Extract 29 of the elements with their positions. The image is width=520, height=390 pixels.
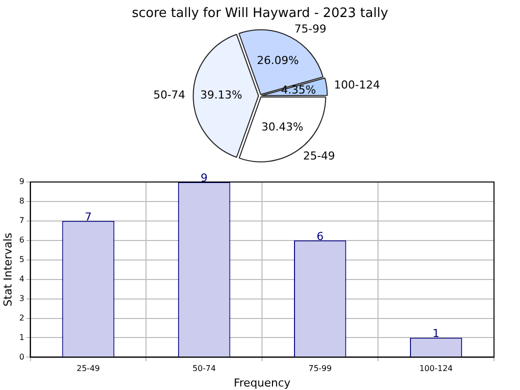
data-label: 6 (316, 230, 324, 243)
y-tick-label: 4 (19, 274, 24, 284)
slice-label: 100-124 (334, 78, 380, 92)
data-label: 1 (432, 327, 440, 340)
y-tick-label: 5 (19, 254, 24, 264)
y-tick-label: 2 (19, 313, 24, 322)
x-tick-label: 75-99 (308, 364, 332, 374)
x-axis-title: Frequency (234, 376, 292, 390)
y-tick-label: 0 (19, 352, 24, 362)
data-label: 7 (84, 210, 92, 224)
x-tick-label: 100-124 (419, 364, 453, 374)
x-tick-label: 25-49 (76, 364, 100, 374)
data-label: 30.43% (261, 120, 304, 134)
y-tick-label: 7 (19, 216, 24, 226)
y-tick-label: 3 (19, 294, 24, 303)
x-tick-label: 50-74 (192, 364, 216, 374)
y-tick-label: 6 (19, 235, 24, 244)
y-tick-label: 9 (19, 177, 24, 186)
data-label: 26.09% (256, 54, 299, 68)
slice-label: 25-49 (303, 150, 336, 163)
data-label: 9 (200, 171, 208, 184)
data-label: 4.35% (280, 83, 316, 96)
chart-title: score tally for Will Hayward - 2023 tally (132, 6, 388, 22)
y-tick-label: 1 (19, 332, 24, 342)
slice-label: 50-74 (153, 88, 186, 102)
slice-label: 75-99 (294, 22, 326, 36)
data-label: 39.13% (200, 88, 242, 102)
y-tick-label: 8 (19, 196, 24, 206)
y-axis-title: Stat Intervals (1, 232, 14, 306)
